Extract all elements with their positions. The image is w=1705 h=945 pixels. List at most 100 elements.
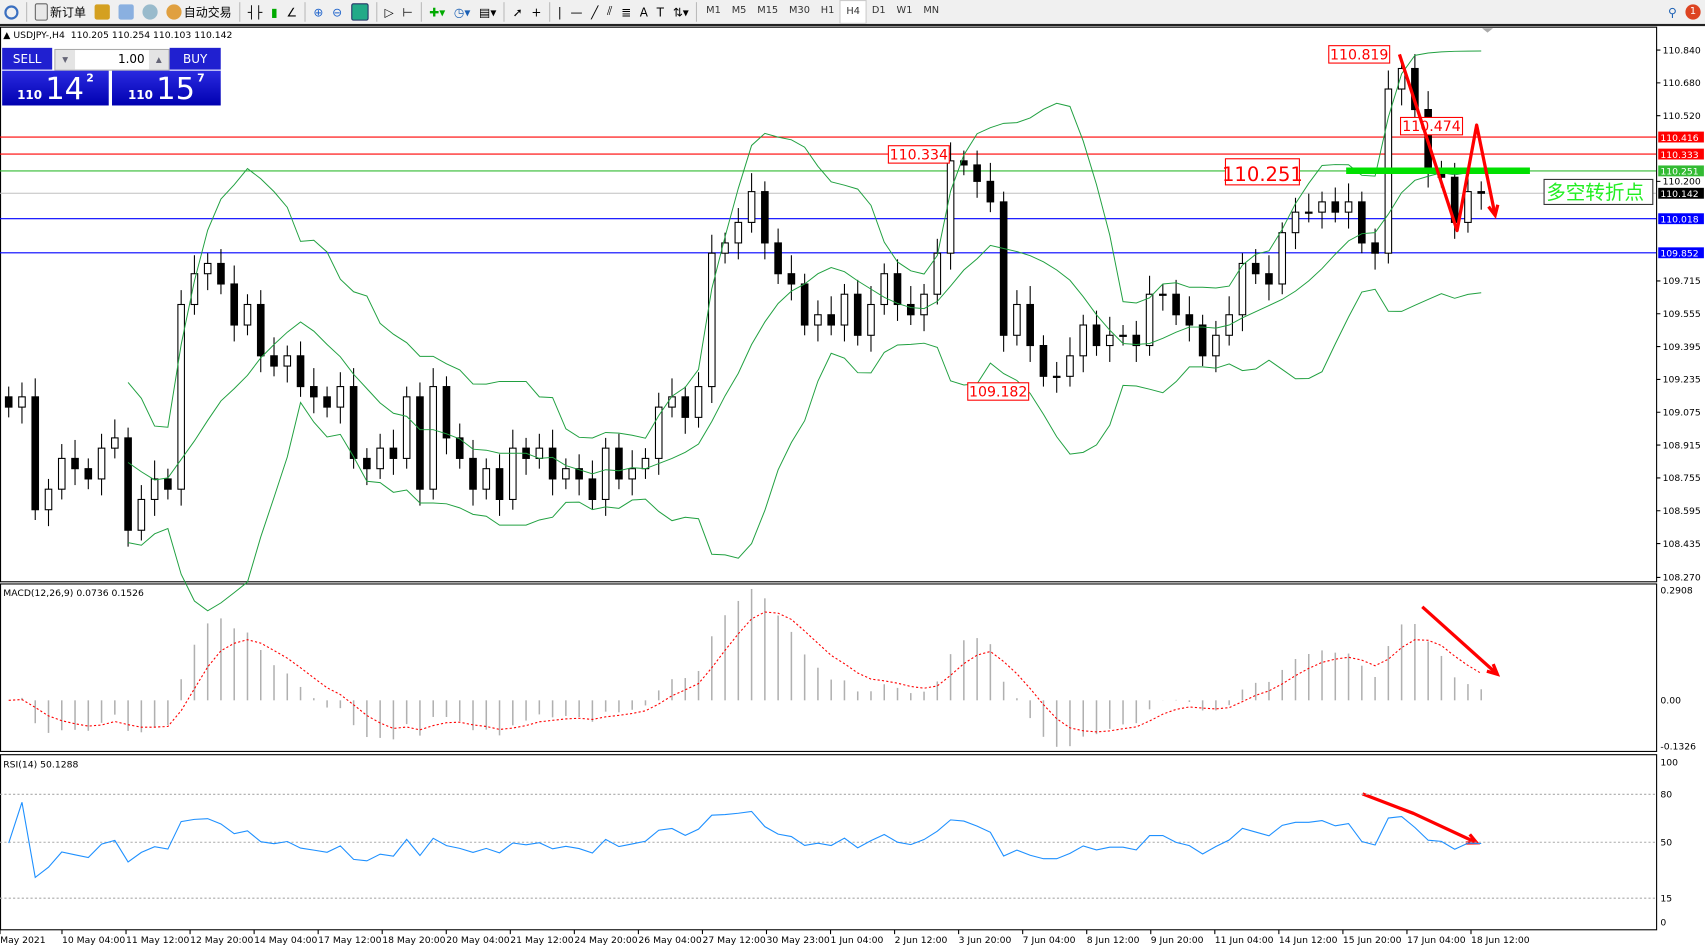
arrows-icon[interactable]: ⇅▾ bbox=[672, 4, 689, 20]
candle-body bbox=[1172, 293, 1180, 316]
price-annotation-box bbox=[1328, 45, 1391, 64]
candle bbox=[482, 458, 491, 500]
candle bbox=[111, 419, 119, 459]
candle bbox=[4, 386, 13, 418]
templates-icon[interactable]: ▤▾ bbox=[479, 4, 497, 20]
level-tag-label: 109.852 bbox=[1660, 249, 1698, 260]
level-tag-label: 110.142 bbox=[1660, 189, 1698, 200]
candle-body bbox=[747, 191, 756, 223]
auto-scroll-icon[interactable]: ▷ bbox=[384, 4, 394, 20]
candle bbox=[1477, 181, 1486, 210]
buy-button[interactable]: BUY bbox=[169, 47, 221, 70]
candlestick-icon[interactable]: ▮ bbox=[271, 4, 278, 20]
macd-signal-line bbox=[8, 611, 1482, 733]
channel-icon[interactable]: ⫽ bbox=[607, 4, 613, 19]
zoom-in-icon[interactable]: ⊕ bbox=[313, 4, 324, 20]
zoom-icon[interactable] bbox=[0, 1, 23, 23]
lot-decrease-button[interactable]: ▼ bbox=[55, 50, 76, 70]
tile-windows-icon[interactable] bbox=[346, 1, 372, 23]
notifications-button[interactable]: 1 bbox=[1681, 1, 1705, 23]
candle-body bbox=[1265, 273, 1273, 285]
candle-body bbox=[893, 273, 902, 306]
rsi-tick-label: 100 bbox=[1660, 758, 1678, 769]
time-label: 14 Jun 12:00 bbox=[1279, 935, 1338, 945]
search-icon[interactable]: ⚲ bbox=[1667, 4, 1677, 20]
rsi-tick-label: 50 bbox=[1660, 837, 1672, 848]
sell-button[interactable]: SELL bbox=[2, 47, 53, 70]
period-mn[interactable]: MN bbox=[923, 5, 940, 17]
candle-body bbox=[1105, 334, 1114, 347]
chart-area[interactable]: 110.840 110.680 110.520 110.200 109.715 109.5… bbox=[0, 26, 1705, 945]
price-tick-label: 109.555 bbox=[1663, 309, 1701, 320]
period-w1[interactable]: W1 bbox=[896, 5, 913, 17]
candle-body bbox=[97, 447, 106, 480]
candle bbox=[442, 376, 451, 455]
candle bbox=[601, 437, 610, 516]
level-tag bbox=[1658, 165, 1704, 177]
time-label: 11 Jun 04:00 bbox=[1215, 935, 1274, 945]
candle-body bbox=[906, 303, 915, 316]
candle-body bbox=[986, 180, 995, 203]
candle bbox=[164, 468, 172, 500]
candle bbox=[336, 372, 345, 424]
candle-body bbox=[1371, 242, 1379, 254]
candle-body bbox=[734, 221, 743, 244]
trendline-icon[interactable]: ╱ bbox=[591, 4, 599, 20]
signals-icon[interactable] bbox=[138, 1, 162, 23]
time-label: 24 May 20:00 bbox=[574, 935, 637, 945]
sell-price-sup: 2 bbox=[86, 72, 94, 85]
sell-price-big: 14 bbox=[45, 70, 85, 107]
candle bbox=[535, 433, 544, 469]
lot-increase-button[interactable]: ▲ bbox=[148, 50, 169, 70]
buy-price[interactable]: 110 15 7 bbox=[111, 70, 221, 106]
time-label: 3 Jun 20:00 bbox=[959, 935, 1012, 945]
zoom-out-icon[interactable]: ⊖ bbox=[332, 4, 343, 20]
sell-price[interactable]: 110 14 2 bbox=[2, 70, 109, 107]
candle bbox=[999, 191, 1008, 352]
period-m30[interactable]: M30 bbox=[789, 5, 810, 17]
lot-size-input[interactable]: ▼ 1.00 ▲ bbox=[54, 48, 170, 71]
new-order-button[interactable]: 新订单 bbox=[30, 1, 90, 23]
vertical-line-icon[interactable]: | bbox=[557, 4, 562, 20]
period-m1[interactable]: M1 bbox=[706, 5, 721, 17]
level-tag-label: 110.416 bbox=[1660, 133, 1698, 144]
candle bbox=[283, 345, 292, 383]
one-click-trading-panel: SELL ▼ 1.00 ▲ BUY 110 14 2 110 15 7 bbox=[2, 47, 221, 107]
candle-body bbox=[1119, 334, 1127, 337]
horizontal-line-icon[interactable]: — bbox=[570, 4, 583, 20]
price-annotation-box bbox=[1224, 158, 1300, 186]
bar-chart-icon[interactable]: ┤├ bbox=[247, 4, 263, 20]
candle-body bbox=[217, 262, 225, 285]
crosshair-icon[interactable]: + bbox=[531, 4, 542, 20]
periods-icon[interactable]: ◷▾ bbox=[453, 4, 471, 20]
buy-price-sup: 7 bbox=[197, 72, 205, 85]
cursor-icon[interactable]: ➚ bbox=[512, 4, 523, 20]
new-order-icon bbox=[34, 3, 48, 21]
period-m5[interactable]: M5 bbox=[731, 5, 747, 17]
level-tag bbox=[1658, 187, 1704, 199]
candle bbox=[774, 228, 782, 284]
auto-trading-button[interactable]: 自动交易 bbox=[162, 1, 236, 23]
candle-body bbox=[57, 457, 66, 490]
period-d1[interactable]: D1 bbox=[871, 5, 886, 17]
price-annotation: 110.251 bbox=[1222, 163, 1303, 186]
price-annotation: 109.182 bbox=[969, 384, 1027, 400]
line-chart-icon[interactable]: ∠ bbox=[286, 4, 298, 20]
chart-shift-icon[interactable]: ⊢ bbox=[402, 4, 413, 20]
candle bbox=[270, 337, 278, 377]
time-label: 7 Jun 04:00 bbox=[1023, 935, 1076, 945]
period-h1[interactable]: H1 bbox=[820, 5, 835, 17]
market-watch-icon[interactable] bbox=[90, 1, 114, 23]
candle bbox=[389, 429, 398, 475]
indicators-icon[interactable]: ✚▾ bbox=[429, 4, 446, 20]
period-h4[interactable]: H4 bbox=[839, 0, 867, 24]
fibonacci-icon[interactable]: ≣ bbox=[621, 4, 632, 20]
data-window-icon[interactable] bbox=[114, 1, 138, 23]
trend-arrow-rsi bbox=[1361, 792, 1478, 845]
trend-arrow-macd-head bbox=[1486, 663, 1501, 677]
text-label-icon[interactable]: T bbox=[656, 4, 665, 20]
text-icon[interactable]: A bbox=[639, 4, 648, 20]
period-m15[interactable]: M15 bbox=[757, 5, 779, 17]
candle bbox=[44, 478, 53, 527]
candle bbox=[615, 433, 623, 490]
